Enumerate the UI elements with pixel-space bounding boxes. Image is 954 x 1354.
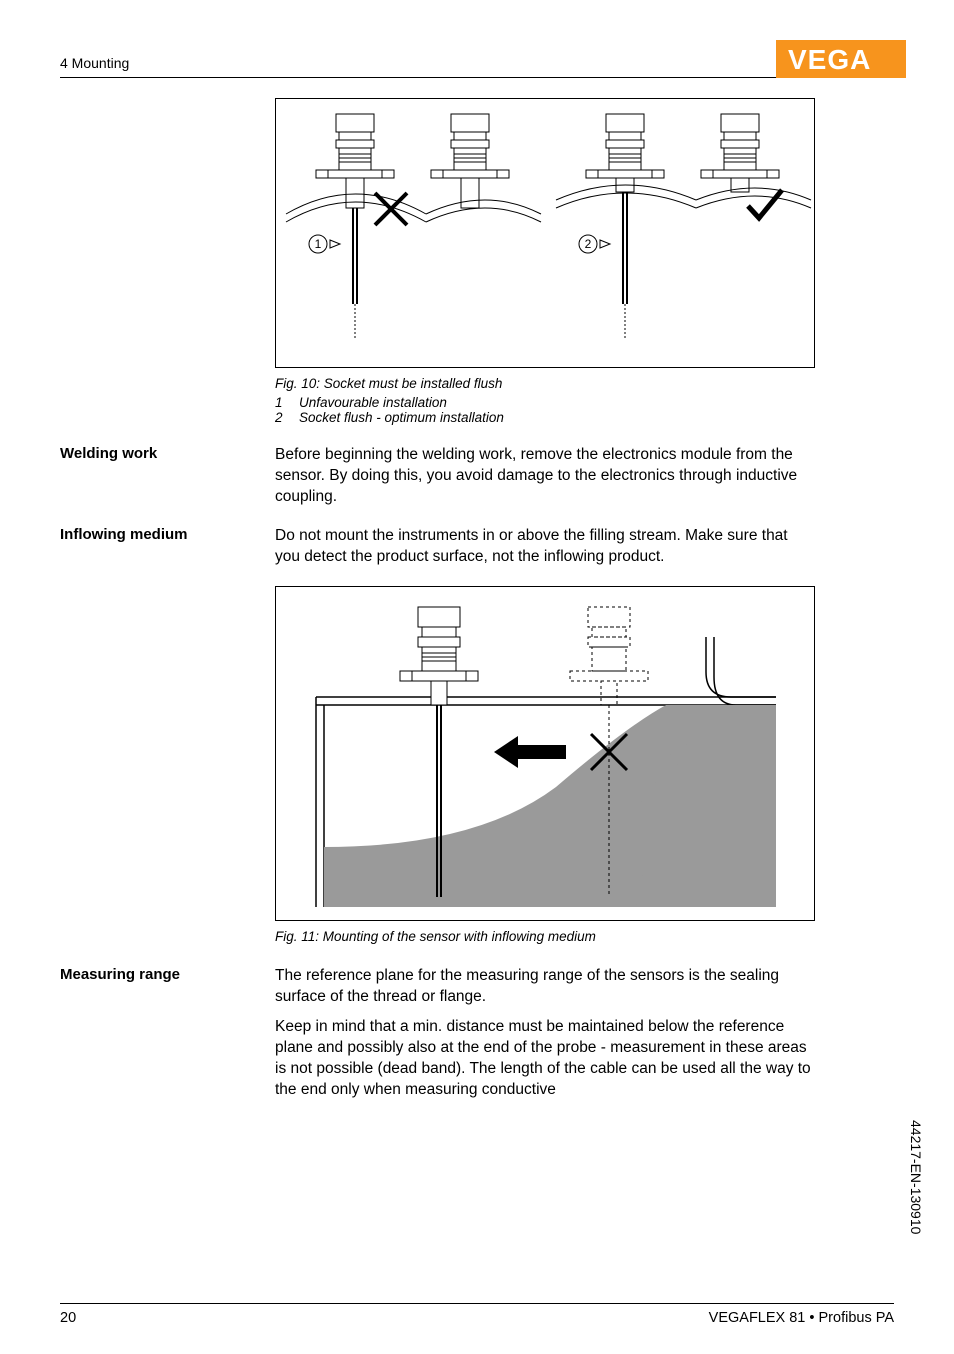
page-footer: 20 VEGAFLEX 81 • Profibus PA	[60, 1303, 894, 1326]
text-inflowing: Do not mount the instruments in or above…	[275, 526, 815, 568]
svg-text:2: 2	[585, 237, 592, 251]
fig10-legend: 1Unfavourable installation 2Socket flush…	[275, 395, 894, 425]
label-welding: Welding work	[60, 445, 275, 508]
fig10-caption: Fig. 10: Socket must be installed flush	[275, 376, 894, 391]
section-welding: Welding work Before beginning the weldin…	[60, 445, 894, 508]
label-measuring: Measuring range	[60, 966, 275, 1102]
text-measuring-2: Keep in mind that a min. distance must b…	[275, 1017, 815, 1101]
page-header: 4 Mounting	[60, 55, 894, 78]
page-number: 20	[60, 1310, 76, 1326]
product-name: VEGAFLEX 81 • Profibus PA	[709, 1310, 894, 1326]
section-measuring: Measuring range The reference plane for …	[60, 966, 894, 1102]
figure-10: 1	[275, 98, 815, 368]
vega-logo: VEGA	[776, 40, 906, 83]
document-code: 44217-EN-130910	[908, 1120, 924, 1234]
text-welding: Before beginning the welding work, remov…	[275, 445, 815, 508]
figure-11	[275, 586, 815, 921]
text-measuring-1: The reference plane for the measuring ra…	[275, 966, 815, 1008]
header-section: 4 Mounting	[60, 55, 129, 71]
svg-text:VEGA: VEGA	[788, 44, 871, 75]
label-inflowing: Inflowing medium	[60, 526, 275, 568]
fig11-caption: Fig. 11: Mounting of the sensor with inf…	[275, 929, 894, 944]
svg-text:1: 1	[315, 237, 322, 251]
section-inflowing: Inflowing medium Do not mount the instru…	[60, 526, 894, 568]
